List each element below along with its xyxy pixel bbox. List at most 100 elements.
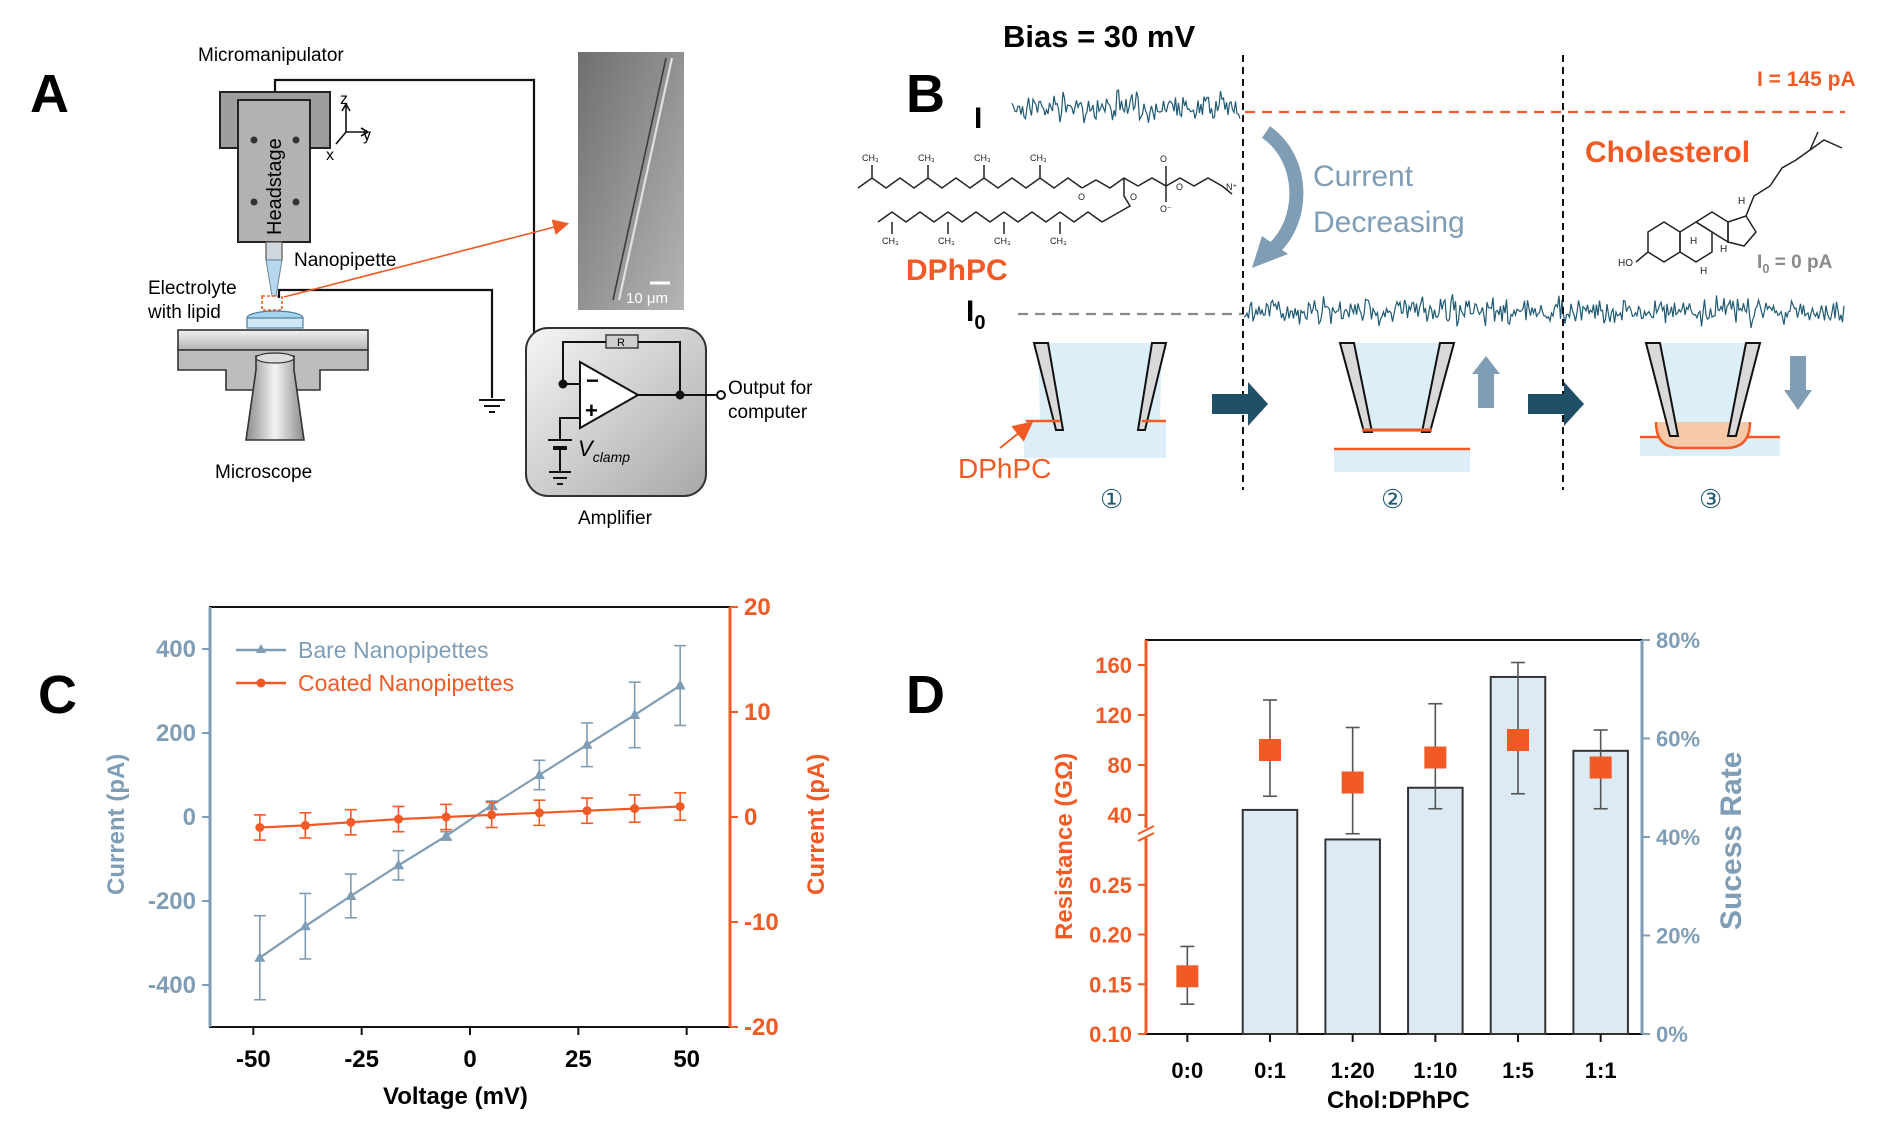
data-point <box>630 804 640 814</box>
y-left-tick-label: 160 <box>1095 653 1132 678</box>
series-line <box>259 684 681 959</box>
nanopipette-label: Nanopipette <box>294 250 396 271</box>
curved-arrow-head-icon <box>1252 236 1288 268</box>
x-tick-label: 1:10 <box>1413 1058 1457 1083</box>
resistance-point <box>1341 771 1364 794</box>
feedback-wire-right <box>638 341 681 395</box>
x-tick-label: 50 <box>673 1046 700 1073</box>
svg-text:CH₃: CH₃ <box>994 236 1011 246</box>
data-point <box>441 812 451 822</box>
cholesterol-label: Cholesterol <box>1585 136 1750 169</box>
data-point <box>394 814 403 824</box>
x-tick-label: 1:1 <box>1585 1058 1617 1083</box>
y-left-tick-label: 0.10 <box>1089 1022 1132 1047</box>
junction-node <box>675 390 685 400</box>
amplifier-box <box>525 327 707 497</box>
x-tick-label: 0 <box>463 1046 476 1073</box>
chart-d-bars <box>1241 675 1629 1036</box>
pipette-wall-right <box>1726 342 1762 437</box>
y-right-tick-label: 80% <box>1656 628 1700 653</box>
y-right-tick-label: 40% <box>1656 825 1700 850</box>
svg-text:O: O <box>1130 192 1137 202</box>
resistance-point <box>1176 965 1199 988</box>
x-tick-label: 0:1 <box>1254 1058 1286 1083</box>
i0-zero-label: I0 = 0 pA <box>1757 252 1833 276</box>
membrane-bulge <box>1654 421 1752 450</box>
nanopipette-tip <box>265 259 283 297</box>
resistance-point <box>1507 729 1529 751</box>
data-point <box>674 679 686 690</box>
y-left-tick-label: 0.25 <box>1089 873 1132 898</box>
resistance-point <box>1259 739 1281 761</box>
pipette-wall-right <box>1420 342 1456 433</box>
pipette-wall-left <box>1338 342 1374 433</box>
axis-break-icon <box>1136 825 1156 842</box>
svg-text:HO: HO <box>1618 258 1633 269</box>
resistance-point <box>1589 756 1612 779</box>
x-tick-label: -50 <box>236 1046 271 1073</box>
y-right-tick-label: 20% <box>1656 924 1700 949</box>
data-point <box>581 738 593 749</box>
success-rate-bar <box>1324 838 1381 1036</box>
data-point <box>440 829 452 840</box>
y-left-tick-label: 120 <box>1095 703 1132 728</box>
panel-label-d: D <box>906 665 945 725</box>
data-point <box>582 806 592 816</box>
zoom-highlight-box <box>261 295 283 311</box>
output-label-line2: computer <box>728 402 808 423</box>
dphpc-label: DPhPC <box>906 254 1008 287</box>
data-point <box>345 889 357 900</box>
y-left-tick-label: -400 <box>148 972 196 999</box>
chart-d-ticks: 0:0 0:1 1:20 1:10 1:5 1:1 160 120 80 40 0.25 0.20 0.… <box>1089 628 1700 1083</box>
x-tick-label: 25 <box>565 1046 592 1073</box>
panel-label-a: A <box>30 64 69 124</box>
panel-label-c: C <box>38 665 77 725</box>
resistance-point <box>1424 746 1447 769</box>
current-decreasing-line1: Current <box>1313 160 1414 193</box>
data-point <box>487 810 497 820</box>
dphpc-structure-drawing <box>857 165 1233 234</box>
panel-a: A Micromanipulator Headstage Nanopipette… <box>30 45 813 529</box>
y-right-tick-label: 60% <box>1656 727 1700 752</box>
svg-text:CH₃: CH₃ <box>862 153 879 163</box>
chart-d-frame <box>1145 639 1643 1035</box>
screw-icon <box>250 198 258 206</box>
svg-text:CH₃: CH₃ <box>1050 236 1067 246</box>
zoom-arrow <box>283 219 570 298</box>
svg-text:O: O <box>1176 182 1183 192</box>
axis-y-label: y <box>363 127 371 144</box>
screw-icon <box>292 198 300 206</box>
up-arrow-icon <box>1472 356 1500 408</box>
y-left-tick-label: 0 <box>183 804 196 831</box>
screw-icon <box>250 136 258 144</box>
legend-marker-coated <box>256 678 266 688</box>
step-1-label: ① <box>1100 484 1123 514</box>
chart-d-xlabel: Chol:DPhPC <box>1327 1087 1470 1114</box>
data-point <box>300 820 310 830</box>
junction-node <box>558 379 568 389</box>
i145-label: I = 145 pA <box>1757 68 1856 91</box>
y-left-tick-label: 200 <box>156 720 196 747</box>
svg-text:H: H <box>1690 236 1697 247</box>
svg-text:CH₃: CH₃ <box>1030 153 1047 163</box>
axis-x-label: x <box>326 147 334 164</box>
scale-bar-label: 10 μm <box>626 290 668 307</box>
electrolyte-fill <box>1346 343 1448 432</box>
step-2-label: ② <box>1381 484 1404 514</box>
svg-text:H: H <box>1700 266 1707 277</box>
output-terminal-icon <box>716 390 726 400</box>
y-left-tick-label: 40 <box>1108 803 1132 828</box>
down-arrow-icon <box>1784 356 1812 410</box>
panel-label-b: B <box>906 64 945 124</box>
success-rate-bar <box>1241 808 1299 1035</box>
xyz-axes-icon <box>335 102 370 145</box>
electrolyte-label-line1: Electrolyte <box>148 278 237 299</box>
svg-text:H: H <box>1738 196 1745 207</box>
svg-text:O: O <box>1160 154 1167 164</box>
data-point <box>629 708 641 719</box>
legend-label-coated: Coated Nanopipettes <box>298 670 514 696</box>
chart-c-ylabel-right: Current (pA) <box>803 754 830 895</box>
pipette-edge-dark <box>612 57 667 301</box>
microscope-stage <box>177 329 369 351</box>
